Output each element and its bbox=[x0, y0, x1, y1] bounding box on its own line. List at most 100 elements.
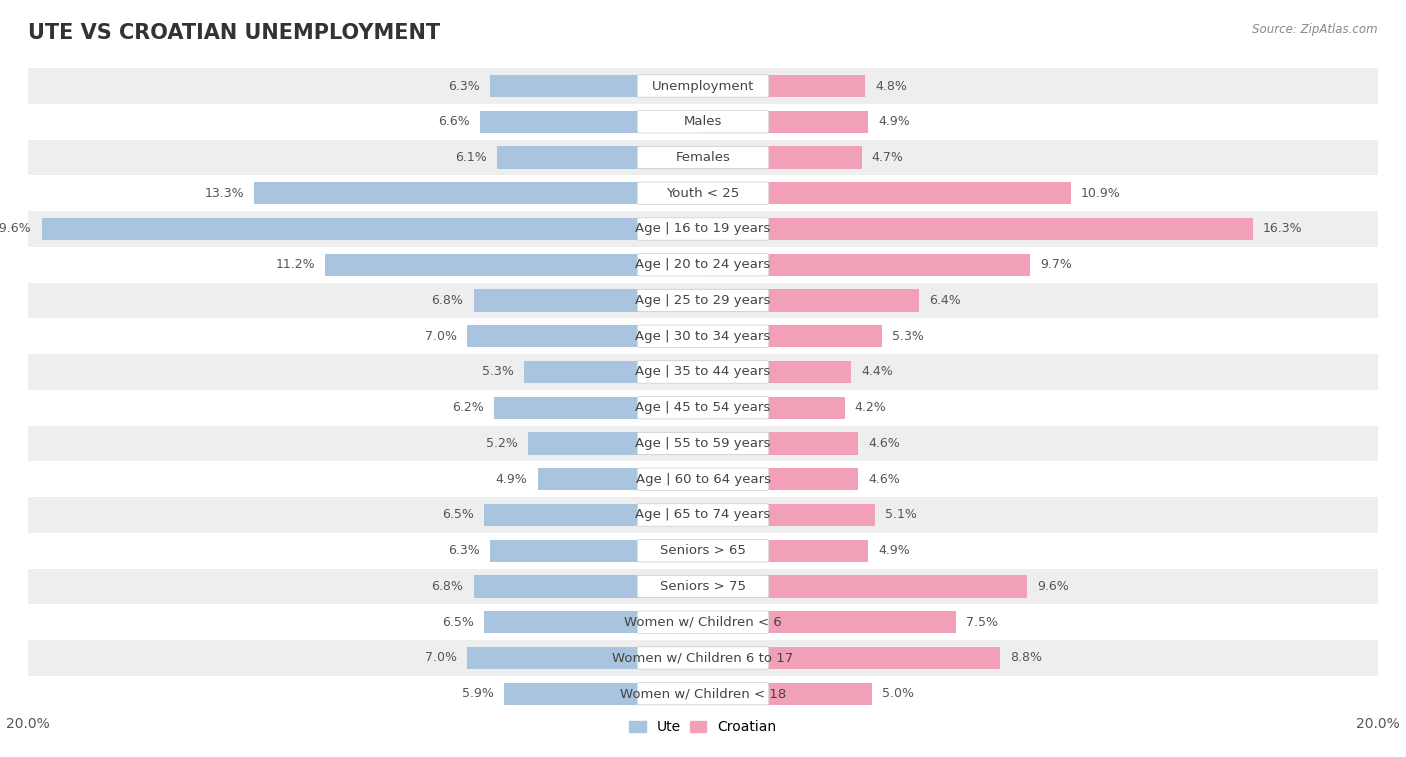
Text: 5.1%: 5.1% bbox=[886, 509, 917, 522]
Text: Source: ZipAtlas.com: Source: ZipAtlas.com bbox=[1253, 23, 1378, 36]
Bar bbox=[28, 533, 1378, 569]
Bar bbox=[28, 211, 1378, 247]
Text: Age | 20 to 24 years: Age | 20 to 24 years bbox=[636, 258, 770, 271]
FancyBboxPatch shape bbox=[637, 111, 769, 133]
Bar bbox=[703, 182, 1071, 204]
Bar bbox=[474, 289, 703, 312]
Bar bbox=[28, 68, 1378, 104]
Bar bbox=[524, 361, 703, 383]
Bar bbox=[498, 146, 703, 169]
Text: Age | 55 to 59 years: Age | 55 to 59 years bbox=[636, 437, 770, 450]
Bar bbox=[703, 146, 862, 169]
FancyBboxPatch shape bbox=[637, 75, 769, 97]
Text: 5.3%: 5.3% bbox=[482, 366, 515, 378]
Text: 5.9%: 5.9% bbox=[463, 687, 494, 700]
Text: 7.5%: 7.5% bbox=[966, 615, 998, 629]
Text: 4.9%: 4.9% bbox=[496, 472, 527, 486]
Bar bbox=[28, 354, 1378, 390]
Text: Age | 45 to 54 years: Age | 45 to 54 years bbox=[636, 401, 770, 414]
Bar bbox=[703, 647, 1000, 669]
Bar bbox=[527, 432, 703, 454]
Bar bbox=[481, 111, 703, 132]
FancyBboxPatch shape bbox=[637, 289, 769, 312]
Bar bbox=[703, 468, 858, 491]
Text: 11.2%: 11.2% bbox=[276, 258, 315, 271]
Text: 8.8%: 8.8% bbox=[1010, 652, 1042, 665]
Bar bbox=[491, 75, 703, 97]
Bar bbox=[474, 575, 703, 597]
Text: 6.6%: 6.6% bbox=[439, 115, 470, 128]
FancyBboxPatch shape bbox=[637, 218, 769, 240]
Text: 4.4%: 4.4% bbox=[862, 366, 893, 378]
Bar bbox=[491, 540, 703, 562]
Text: 6.2%: 6.2% bbox=[451, 401, 484, 414]
FancyBboxPatch shape bbox=[637, 361, 769, 383]
Bar bbox=[484, 611, 703, 634]
Bar bbox=[484, 504, 703, 526]
Text: 10.9%: 10.9% bbox=[1081, 187, 1121, 200]
Text: 4.6%: 4.6% bbox=[869, 472, 900, 486]
Text: 4.9%: 4.9% bbox=[879, 544, 910, 557]
Bar bbox=[703, 75, 865, 97]
FancyBboxPatch shape bbox=[637, 646, 769, 669]
Bar bbox=[28, 319, 1378, 354]
FancyBboxPatch shape bbox=[637, 575, 769, 598]
Text: 6.5%: 6.5% bbox=[441, 615, 474, 629]
Bar bbox=[703, 218, 1253, 240]
Bar bbox=[503, 683, 703, 705]
Bar bbox=[28, 569, 1378, 604]
Bar bbox=[703, 611, 956, 634]
FancyBboxPatch shape bbox=[637, 325, 769, 347]
Text: 4.7%: 4.7% bbox=[872, 151, 904, 164]
FancyBboxPatch shape bbox=[637, 611, 769, 634]
Text: Age | 16 to 19 years: Age | 16 to 19 years bbox=[636, 223, 770, 235]
Bar bbox=[325, 254, 703, 276]
Bar bbox=[467, 326, 703, 347]
Text: 4.2%: 4.2% bbox=[855, 401, 887, 414]
Bar bbox=[254, 182, 703, 204]
Text: 6.8%: 6.8% bbox=[432, 294, 464, 307]
Bar bbox=[42, 218, 703, 240]
Bar bbox=[703, 575, 1026, 597]
Text: Women w/ Children < 6: Women w/ Children < 6 bbox=[624, 615, 782, 629]
Bar bbox=[28, 676, 1378, 712]
Text: 6.1%: 6.1% bbox=[456, 151, 486, 164]
Bar bbox=[28, 425, 1378, 461]
Text: 13.3%: 13.3% bbox=[204, 187, 245, 200]
Bar bbox=[28, 247, 1378, 282]
Text: Age | 65 to 74 years: Age | 65 to 74 years bbox=[636, 509, 770, 522]
Bar bbox=[703, 397, 845, 419]
Text: 6.3%: 6.3% bbox=[449, 79, 481, 92]
Bar bbox=[28, 139, 1378, 176]
Bar bbox=[28, 604, 1378, 640]
Text: 6.8%: 6.8% bbox=[432, 580, 464, 593]
FancyBboxPatch shape bbox=[637, 683, 769, 705]
Bar bbox=[703, 540, 869, 562]
FancyBboxPatch shape bbox=[637, 540, 769, 562]
Bar bbox=[28, 461, 1378, 497]
Bar bbox=[703, 504, 875, 526]
Bar bbox=[467, 647, 703, 669]
Text: Age | 25 to 29 years: Age | 25 to 29 years bbox=[636, 294, 770, 307]
Bar bbox=[28, 282, 1378, 319]
Text: 7.0%: 7.0% bbox=[425, 330, 457, 343]
Bar bbox=[28, 104, 1378, 139]
Text: Age | 35 to 44 years: Age | 35 to 44 years bbox=[636, 366, 770, 378]
Bar bbox=[28, 640, 1378, 676]
Text: Women w/ Children 6 to 17: Women w/ Children 6 to 17 bbox=[613, 652, 793, 665]
Text: 7.0%: 7.0% bbox=[425, 652, 457, 665]
Text: UTE VS CROATIAN UNEMPLOYMENT: UTE VS CROATIAN UNEMPLOYMENT bbox=[28, 23, 440, 42]
FancyBboxPatch shape bbox=[637, 503, 769, 526]
Text: 6.3%: 6.3% bbox=[449, 544, 481, 557]
Bar bbox=[703, 111, 869, 132]
Bar bbox=[703, 432, 858, 454]
FancyBboxPatch shape bbox=[637, 468, 769, 491]
Text: Seniors > 65: Seniors > 65 bbox=[659, 544, 747, 557]
Text: 5.2%: 5.2% bbox=[485, 437, 517, 450]
Text: Women w/ Children < 18: Women w/ Children < 18 bbox=[620, 687, 786, 700]
Text: Seniors > 75: Seniors > 75 bbox=[659, 580, 747, 593]
Bar bbox=[703, 683, 872, 705]
Bar bbox=[703, 254, 1031, 276]
Text: 5.0%: 5.0% bbox=[882, 687, 914, 700]
Bar bbox=[703, 289, 920, 312]
